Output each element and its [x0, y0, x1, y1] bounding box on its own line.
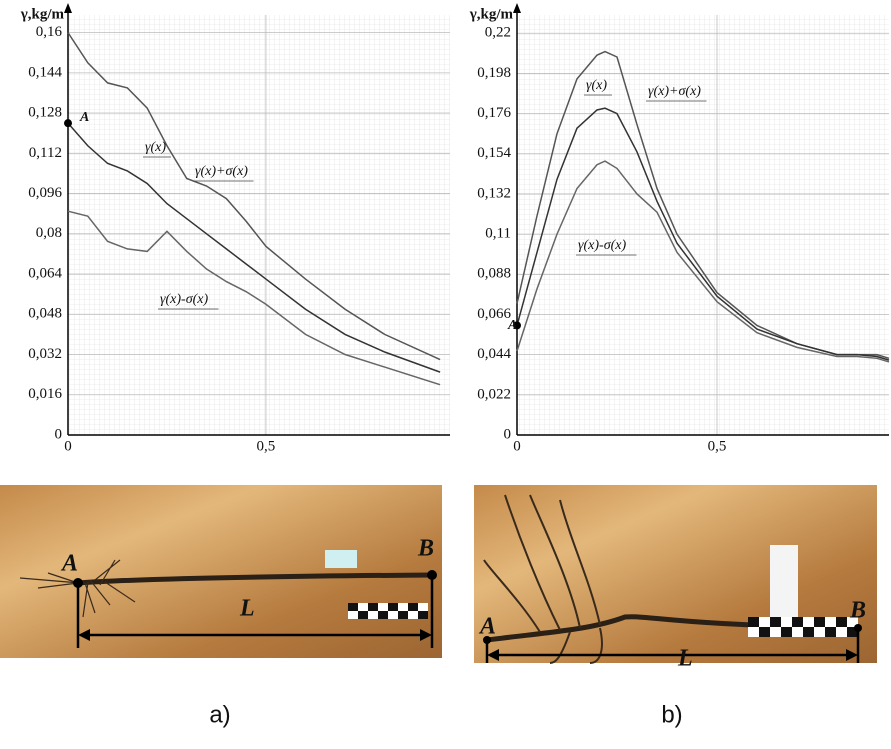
x-tick-label: 0: [513, 438, 521, 454]
y-tick-label: 0,066: [477, 306, 511, 322]
y-axis-label: γ,kg/m: [20, 6, 65, 22]
y-tick-label: 0,016: [28, 386, 62, 402]
series-label: γ(x)+σ(x): [648, 84, 701, 99]
end-label: B: [417, 536, 434, 562]
start-label: A: [478, 614, 496, 640]
y-tick-label: 0,128: [28, 105, 62, 121]
series-label: γ(x): [586, 78, 607, 93]
y-tick-label: 0,096: [28, 185, 62, 201]
minor-grid: [517, 15, 889, 435]
point-a: [513, 321, 521, 330]
point-a: [64, 119, 72, 128]
series-label: γ(x)-σ(x): [578, 238, 626, 253]
y-tick-label: 0,16: [36, 24, 63, 40]
y-tick-label: 0: [55, 426, 63, 442]
series-line: [67, 210, 441, 386]
end-label: B: [849, 598, 866, 624]
y-tick-label: 0,08: [36, 225, 62, 241]
y-tick-label: 0,022: [477, 386, 511, 402]
y-tick-label: 0,088: [477, 266, 511, 282]
y-tick-label: 0,032: [28, 346, 62, 362]
y-tick-label: 0,044: [477, 346, 511, 362]
y-tick-label: 0,22: [485, 25, 511, 41]
y-tick-label: 0,154: [477, 145, 511, 161]
photo-a: [0, 485, 442, 658]
y-axis-label: γ,kg/m: [469, 6, 514, 22]
y-tick-label: 0,132: [477, 185, 511, 201]
caption: a): [209, 701, 230, 728]
series-line: [67, 122, 441, 373]
series-line: [516, 160, 890, 363]
y-tick-label: 0,11: [485, 226, 511, 242]
caption: b): [661, 701, 682, 728]
y-tick-label: 0,198: [477, 65, 511, 81]
photo-b: [474, 485, 877, 664]
series-label: γ(x)+σ(x): [195, 164, 248, 179]
y-tick-label: 0,176: [477, 105, 511, 121]
start-label: A: [60, 551, 78, 577]
point-label: A: [79, 110, 89, 125]
point-label: A: [507, 318, 517, 333]
y-tick-label: 0,048: [28, 306, 62, 322]
length-label: L: [239, 596, 255, 622]
y-tick-label: 0: [504, 426, 512, 442]
length-label: L: [677, 646, 693, 672]
series-label: γ(x)-σ(x): [160, 292, 208, 307]
y-tick-label: 0,144: [28, 64, 62, 80]
y-tick-label: 0,112: [29, 145, 62, 161]
axis-arrow: [64, 3, 72, 13]
series-line: [67, 32, 441, 361]
x-tick-label: 0,5: [257, 438, 276, 454]
minor-grid: [68, 15, 450, 435]
series-line: [516, 107, 890, 361]
x-tick-label: 0: [64, 438, 72, 454]
axis-arrow: [513, 3, 521, 13]
x-tick-label: 0,5: [708, 438, 727, 454]
y-tick-label: 0,064: [28, 265, 62, 281]
series-label: γ(x): [145, 140, 166, 155]
